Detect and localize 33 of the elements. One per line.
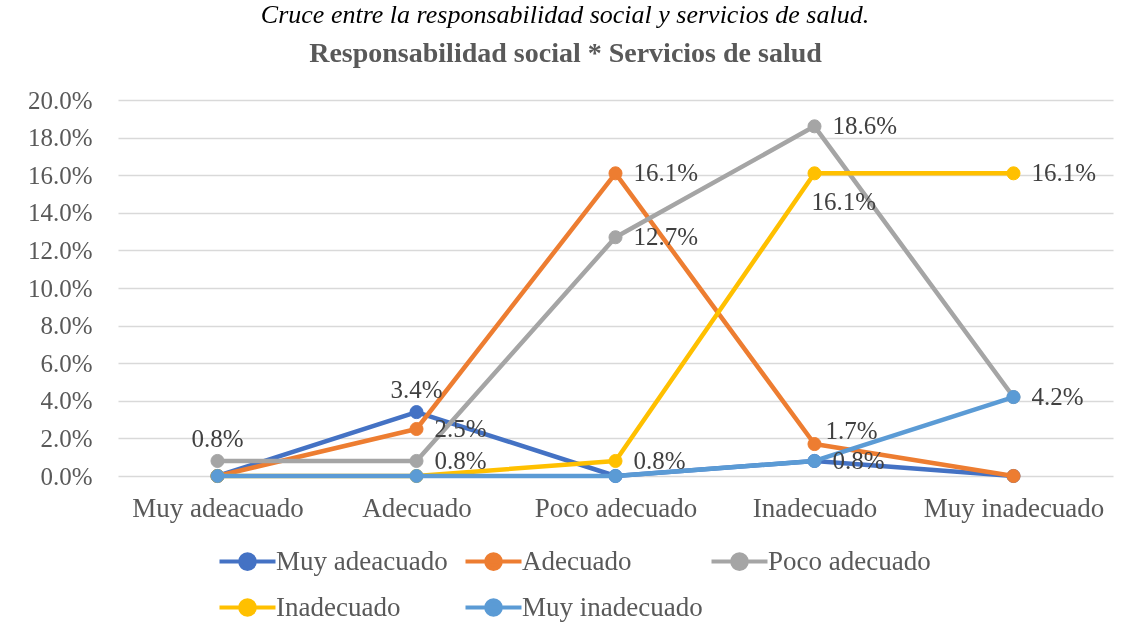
legend-label: Muy inadecuado — [522, 591, 703, 622]
legend-label: Muy adeacuado — [276, 545, 448, 576]
y-tick-label: 0.0% — [40, 462, 93, 490]
data-label: 1.7% — [825, 417, 878, 445]
legend-label: Poco adecuado — [768, 545, 931, 576]
y-tick-label: 4.0% — [40, 387, 93, 415]
y-tick-label: 20.0% — [27, 86, 93, 114]
y-tick-label: 18.0% — [27, 124, 93, 152]
x-tick-label: Inadecuado — [752, 492, 878, 523]
y-tick-label: 2.0% — [40, 424, 93, 452]
data-label: 3.4% — [390, 376, 443, 404]
y-tick-label: 12.0% — [27, 236, 93, 264]
y-tick-label: 14.0% — [27, 199, 93, 227]
y-tick-label: 16.0% — [27, 161, 93, 189]
x-tick-label: Poco adecuado — [534, 492, 698, 523]
data-label: 0.8% — [434, 446, 487, 474]
legend-label: Inadecuado — [276, 591, 401, 622]
data-label: 16.1% — [633, 159, 699, 187]
chart-title: Responsabilidad social * Servicios de salud — [309, 37, 823, 68]
y-tick-label: 8.0% — [40, 312, 93, 340]
y-tick-label: 6.0% — [40, 349, 93, 377]
data-label: 4.2% — [1031, 383, 1084, 411]
data-label: 0.8% — [191, 424, 244, 452]
x-tick-label: Adecuado — [362, 492, 472, 523]
y-tick-label: 10.0% — [27, 274, 93, 302]
data-label: 16.1% — [811, 188, 877, 216]
data-label: 18.6% — [832, 112, 898, 140]
text: Cruce entre la responsabilidad social y servicios de salud. — [260, 0, 870, 29]
legend-label: Adecuado — [522, 545, 632, 576]
x-tick-label: Muy adeacuado — [132, 492, 304, 523]
x-tick-label: Muy inadecuado — [923, 492, 1105, 523]
data-label: 16.1% — [1031, 159, 1097, 187]
data-label: 0.8% — [633, 446, 686, 474]
